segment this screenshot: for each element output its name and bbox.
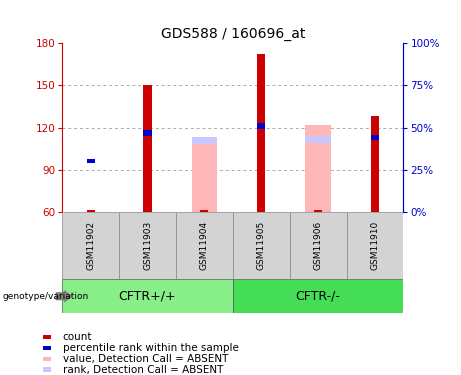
FancyBboxPatch shape [62,279,233,313]
Text: count: count [63,332,92,342]
Bar [43,357,51,361]
FancyBboxPatch shape [347,212,403,279]
Bar [87,159,95,163]
Text: GSM11904: GSM11904 [200,221,209,270]
FancyBboxPatch shape [233,212,290,279]
Bar [257,54,266,212]
Bar [305,136,331,143]
Bar [143,130,152,136]
Text: rank, Detection Call = ABSENT: rank, Detection Call = ABSENT [63,364,223,375]
Text: CFTR+/+: CFTR+/+ [119,290,176,303]
Text: GSM11910: GSM11910 [371,221,379,270]
Bar [192,137,217,144]
Bar [305,124,331,212]
Text: percentile rank within the sample: percentile rank within the sample [63,343,239,353]
Bar [257,123,266,129]
FancyBboxPatch shape [62,212,119,279]
FancyBboxPatch shape [290,212,347,279]
Text: value, Detection Call = ABSENT: value, Detection Call = ABSENT [63,354,228,364]
Bar [87,210,95,212]
Bar [371,135,379,140]
Bar [143,86,152,212]
FancyBboxPatch shape [233,279,403,313]
Bar [43,368,51,372]
Bar [43,346,51,350]
Title: GDS588 / 160696_at: GDS588 / 160696_at [160,27,305,41]
Text: GSM11905: GSM11905 [257,221,266,270]
Text: GSM11906: GSM11906 [313,221,323,270]
Text: GSM11902: GSM11902 [86,221,95,270]
Text: GSM11903: GSM11903 [143,221,152,270]
FancyBboxPatch shape [176,212,233,279]
Bar [43,335,51,339]
Bar [192,137,217,212]
Text: genotype/variation: genotype/variation [2,292,89,301]
FancyBboxPatch shape [119,212,176,279]
Text: CFTR-/-: CFTR-/- [296,290,341,303]
Bar [314,210,322,212]
Bar [200,210,208,212]
Bar [371,116,379,212]
